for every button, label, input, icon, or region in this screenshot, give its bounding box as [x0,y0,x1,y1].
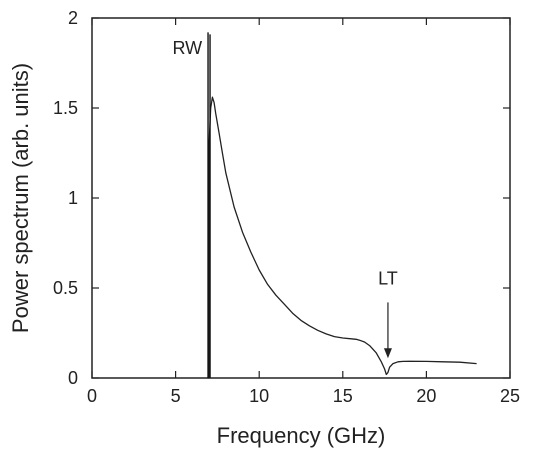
x-tick-label: 15 [333,386,353,406]
y-tick-label: 2 [68,8,78,28]
x-tick-label: 0 [87,386,97,406]
x-tick-label: 25 [500,386,520,406]
annotation-label: RW [172,38,202,58]
annotation-arrowhead [383,348,392,359]
ticks [91,17,511,379]
x-tick-label: 10 [249,386,269,406]
y-tick-label: 0.5 [53,278,78,298]
annotation-layer: RW LT [172,38,398,359]
annotation-label: LT [378,268,398,288]
y-tick-label: 0 [68,368,78,388]
series-layer [207,32,477,379]
x-tick-label: 5 [171,386,181,406]
x-tick-label: 20 [416,386,436,406]
plot-frame [91,17,511,379]
y-tick-label: 1.5 [53,98,78,118]
x-axis-title: Frequency (GHz) [217,423,386,448]
y-axis-title: Power spectrum (arb. units) [8,63,33,333]
series-line [207,96,477,379]
plot-border [91,17,511,379]
tick-labels: 0 5 10 15 20 25 0 0.5 1 1.5 2 [53,8,520,406]
y-tick-label: 1 [68,188,78,208]
